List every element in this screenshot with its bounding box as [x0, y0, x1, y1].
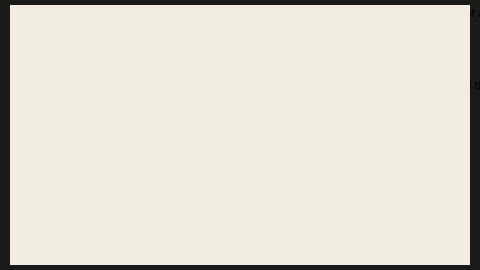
- Polygon shape: [141, 203, 185, 218]
- Text: Thrust: Thrust: [271, 176, 294, 182]
- Text: Weight: Weight: [245, 254, 272, 263]
- Text: ) is helpful to understand the: ) is helpful to understand the: [348, 81, 480, 91]
- Text: The following figure (assume it is an F-16 aircraft: The following figure (assume it is an F-…: [34, 81, 274, 91]
- Text: $\alpha$: $\alpha$: [391, 174, 398, 183]
- Polygon shape: [118, 181, 334, 210]
- Polygon shape: [144, 183, 179, 204]
- Text: Problem statement: Problem statement: [34, 9, 139, 19]
- Text: x: x: [455, 179, 459, 185]
- Polygon shape: [215, 194, 281, 230]
- Text: $G(s) =$: $G(s) =$: [106, 42, 139, 55]
- Polygon shape: [328, 173, 409, 184]
- Text: x': x': [461, 185, 467, 191]
- Text: $\alpha(s)$: $\alpha(s)$: [156, 23, 176, 36]
- Text: Lift: Lift: [245, 123, 257, 132]
- Text: z': z': [400, 227, 406, 233]
- Polygon shape: [208, 165, 259, 191]
- Text: Drag: Drag: [192, 186, 208, 192]
- Text: $\delta(t)$: $\delta(t)$: [156, 62, 175, 75]
- Text: : The transfer function for an AFTF/F-16 aircraft relating angle of attack,: : The transfer function for an AFTF/F-16…: [161, 9, 480, 19]
- Text: $=$: $=$: [196, 43, 207, 54]
- Polygon shape: [139, 207, 168, 215]
- Text: α(t), to elevator deflection, δ(t) is given by: α(t), to elevator deflection, δ(t) is gi…: [34, 20, 242, 30]
- Text: $\oplus$: $\oplus$: [333, 80, 339, 88]
- Text: v: v: [394, 186, 397, 191]
- Text: $(s+23)(s^2+0.05s+0.04)$: $(s+23)(s^2+0.05s+0.04)$: [245, 21, 374, 36]
- Polygon shape: [222, 206, 262, 216]
- Text: z': z': [230, 256, 235, 262]
- Text: z: z: [253, 254, 256, 259]
- Text: relationship between α(t) and δ(t).: relationship between α(t) and δ(t).: [34, 91, 203, 101]
- Text: $(s-0.7)(s+1.7)(s^2+0.08s+0.04)$: $(s-0.7)(s+1.7)(s^2+0.08s+0.04)$: [225, 62, 395, 76]
- Text: $\theta$: $\theta$: [412, 179, 418, 188]
